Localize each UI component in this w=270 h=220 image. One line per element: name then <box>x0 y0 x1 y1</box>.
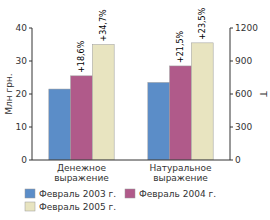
bar <box>92 45 114 161</box>
legend-label: Февраль 2004 г. <box>139 189 216 199</box>
bar <box>191 43 213 160</box>
annotation: +18,6% <box>77 40 86 73</box>
y-tick <box>29 61 32 62</box>
y-tick-label: 0 <box>21 155 27 165</box>
y-tick-label: 30 <box>16 56 28 66</box>
legend-swatch <box>125 189 135 198</box>
y2-axis-label: Т <box>258 90 268 97</box>
y2-tick-label: 0 <box>235 155 241 165</box>
x-axis-line <box>32 160 230 161</box>
x-tick-label: Денежноевыражение <box>54 163 109 183</box>
y2-tick-label: 900 <box>235 56 252 66</box>
x-tick-label-line: Натуральное <box>149 163 212 173</box>
y-tick-label: 10 <box>16 122 28 132</box>
bar <box>148 82 170 160</box>
annotation: +23,5% <box>198 7 207 40</box>
chart: +18,6% +21,5% +34,7% +23,5% 0 10 20 30 40 0 300 600… <box>0 0 270 220</box>
y2-tick-label: 300 <box>235 122 252 132</box>
annotation: +21,5% <box>176 30 185 63</box>
x-tick-label-line: Денежное <box>57 163 106 173</box>
y2-tick <box>230 127 233 128</box>
x-tick-label-line: выражение <box>153 173 208 183</box>
bar <box>170 66 192 160</box>
bars <box>49 43 213 160</box>
bar <box>71 76 93 160</box>
legend-label: Февраль 2003 г. <box>39 189 116 199</box>
x-tick-label: Натуральноевыражение <box>149 163 212 183</box>
legend-swatch <box>25 202 35 211</box>
legend: Февраль 2003 г. Февраль 2004 г. Февраль 20… <box>25 189 216 212</box>
bar <box>49 89 71 160</box>
y2-tick <box>230 61 233 62</box>
y-tick <box>29 127 32 128</box>
y-tick <box>29 160 32 161</box>
x-tick-label-line: выражение <box>54 173 109 183</box>
y-axis-label: Млн грн. <box>4 73 14 114</box>
y2-tick-label: 1200 <box>235 23 258 33</box>
legend-label: Февраль 2005 г. <box>39 202 116 212</box>
y2-tick <box>230 94 233 95</box>
y-tick <box>29 28 32 29</box>
annotation: +34,7% <box>99 9 108 42</box>
y2-tick <box>230 28 233 29</box>
y-tick-label: 40 <box>16 23 28 33</box>
y-tick <box>29 94 32 95</box>
y2-tick <box>230 160 233 161</box>
y2-tick-label: 600 <box>235 89 252 99</box>
legend-swatch <box>25 189 35 198</box>
y-tick-label: 20 <box>16 89 28 99</box>
